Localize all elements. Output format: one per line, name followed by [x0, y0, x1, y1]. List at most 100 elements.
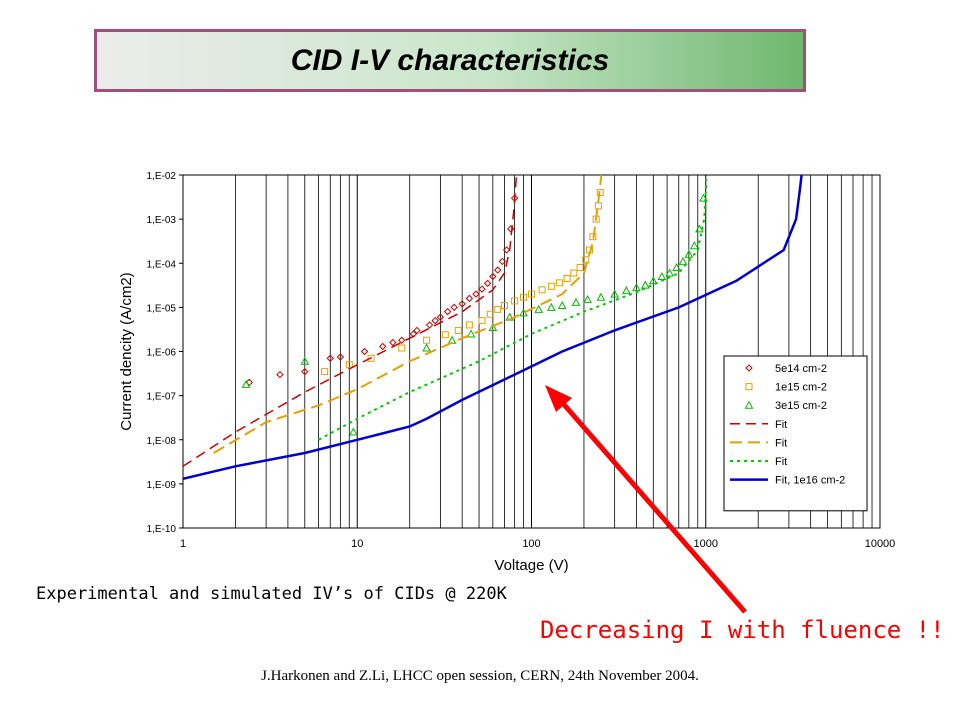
- data-point: [678, 256, 688, 265]
- y-axis-label: Current dencity (A/cm2): [118, 272, 135, 430]
- data-point: [326, 354, 334, 363]
- fit-line: [318, 179, 708, 441]
- data-point: [520, 293, 528, 301]
- series-3: [241, 193, 708, 436]
- data-point: [494, 266, 502, 274]
- data-point: [596, 189, 604, 197]
- data-point: [360, 347, 369, 356]
- data-point: [486, 310, 494, 318]
- chart-grid: [182, 175, 873, 528]
- data-point: [494, 305, 502, 313]
- series-layer: [183, 175, 803, 481]
- data-point: [684, 249, 694, 258]
- data-point: [528, 290, 535, 298]
- data-point: [379, 342, 387, 351]
- data-point: [367, 354, 375, 362]
- data-point: [665, 268, 674, 277]
- data-point: [557, 300, 567, 310]
- data-point: [582, 256, 590, 264]
- data-point: [632, 283, 641, 292]
- data-point: [431, 316, 439, 325]
- legend-item: Fit: [730, 437, 787, 449]
- y-tick-label: 1,E-10: [147, 524, 177, 535]
- data-point: [245, 378, 253, 387]
- data-point: [321, 368, 329, 376]
- legend-label: 1e15 cm-2: [775, 382, 827, 394]
- data-point: [498, 257, 507, 266]
- data-point: [699, 193, 708, 202]
- data-point: [454, 326, 462, 334]
- series-1: [245, 194, 519, 387]
- data-point: [301, 367, 309, 376]
- fit-line: [213, 175, 603, 454]
- data-point: [695, 224, 704, 233]
- legend-box: [723, 355, 868, 512]
- y-tick-label: 1,E-03: [147, 215, 177, 226]
- legend-item: Fit: [730, 419, 787, 431]
- data-point: [511, 297, 519, 305]
- series-5: [213, 175, 603, 454]
- legend-label: Fit: [775, 456, 787, 468]
- data-point: [547, 302, 556, 311]
- fit-line: [183, 175, 518, 467]
- data-point: [689, 241, 699, 250]
- data-point: [556, 279, 564, 287]
- y-tick-label: 1,E-07: [147, 392, 177, 403]
- data-point: [589, 233, 597, 241]
- legend-item: 5e14 cm-2: [745, 363, 827, 375]
- data-point: [478, 285, 486, 293]
- data-point: [640, 280, 650, 289]
- data-point: [672, 262, 681, 272]
- data-point: [489, 272, 497, 281]
- legend-label: Fit: [775, 419, 787, 431]
- data-point: [441, 331, 449, 339]
- data-point: [276, 370, 284, 379]
- data-point: [413, 326, 421, 335]
- data-point: [398, 344, 406, 352]
- y-tick-label: 1,E-04: [147, 259, 177, 270]
- data-point: [423, 336, 431, 344]
- series-7: [183, 175, 803, 481]
- legend-swatch: [745, 364, 753, 372]
- arrow-shaft: [558, 398, 747, 614]
- data-point: [594, 202, 602, 210]
- legend-item: Fit, 1e16 cm-2: [730, 475, 845, 487]
- data-point: [648, 276, 658, 285]
- data-point: [502, 246, 511, 254]
- fit-line: [183, 175, 803, 481]
- data-point: [596, 292, 606, 301]
- data-point: [465, 294, 474, 303]
- legend-item: Fit: [730, 456, 787, 468]
- x-tick-label: 10: [351, 538, 363, 550]
- data-point: [657, 271, 667, 281]
- chart-legend: 5e14 cm-2 1e15 cm-2 3e15 cm-2 Fit Fit Fit Fit,…: [723, 355, 868, 512]
- data-point: [472, 290, 480, 298]
- x-tick-label: 1: [180, 538, 186, 550]
- series-4: [183, 175, 518, 467]
- series-6: [318, 179, 708, 441]
- data-point: [583, 295, 592, 304]
- y-tick-label: 1,E-02: [147, 171, 177, 182]
- data-point: [450, 303, 458, 312]
- legend-label: Fit: [775, 437, 787, 449]
- legend-label: 3e15 cm-2: [775, 400, 827, 412]
- data-point: [538, 286, 546, 294]
- x-tick-label: 1000: [694, 538, 718, 550]
- data-point: [436, 313, 445, 321]
- legend-swatch: [744, 400, 754, 409]
- legend-swatch: [745, 383, 753, 391]
- data-point: [425, 321, 434, 329]
- legend-label: 5e14 cm-2: [775, 363, 827, 375]
- figure-caption: Experimental and simulated IV’s of CIDs …: [36, 584, 507, 604]
- data-point: [534, 304, 544, 313]
- x-tick-label: 100: [522, 538, 540, 550]
- data-point: [300, 356, 310, 365]
- credit-line: J.Harkonen and Z.Li, LHCC open session, …: [261, 668, 699, 684]
- data-point: [483, 279, 492, 288]
- data-point: [398, 336, 406, 344]
- data-point: [501, 302, 509, 310]
- axis-ticks: 1 10 100 1000 10000 1,E-10 1,E-09 1,E-08 1,E-07 1…: [147, 171, 896, 550]
- y-tick-label: 1,E-06: [147, 348, 177, 359]
- data-point: [488, 322, 498, 331]
